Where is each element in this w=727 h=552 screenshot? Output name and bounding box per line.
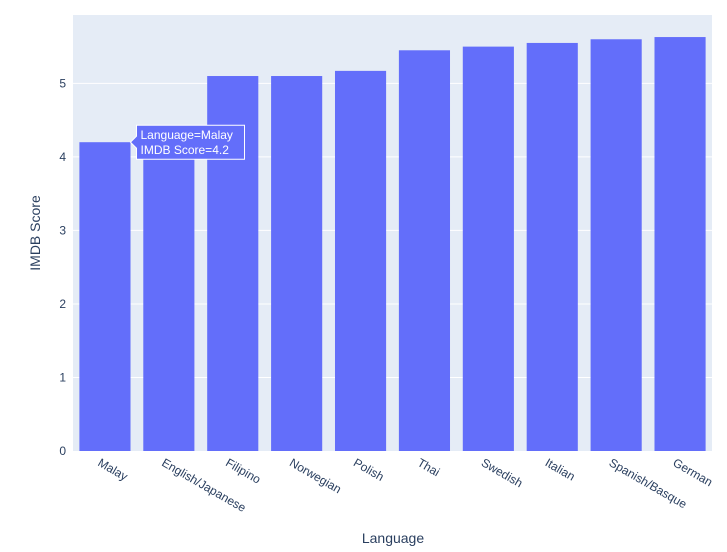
x-tick-label: Norwegian [287, 455, 344, 496]
x-tick-label: Malay [95, 455, 130, 483]
y-tick-label: 5 [59, 76, 66, 90]
bar[interactable] [526, 42, 578, 451]
x-tick-label: Italian [543, 455, 578, 483]
x-axis-title: Language [362, 530, 425, 546]
bar[interactable] [462, 46, 514, 452]
x-tick-label: Thai [415, 455, 442, 479]
x-tick-label: Filipino [223, 455, 263, 486]
y-tick-label: 2 [59, 297, 66, 311]
y-tick-label: 4 [59, 150, 66, 164]
tooltip-box [129, 124, 246, 160]
tooltip-line-language: Language=Malay [141, 128, 233, 142]
tooltip-line-score: IMDB Score=4.2 [141, 143, 230, 157]
y-tick-label: 3 [59, 223, 66, 237]
y-axis-ticks: 0 1 2 3 4 5 [59, 76, 66, 458]
y-axis-title: IMDB Score [27, 195, 43, 271]
y-tick-label: 0 [59, 444, 66, 458]
bar[interactable] [654, 37, 706, 451]
x-tick-label: Swedish [479, 455, 525, 490]
x-tick-label: German [671, 455, 716, 489]
bar[interactable] [590, 39, 642, 452]
bar[interactable] [143, 142, 195, 451]
bar[interactable] [79, 142, 131, 451]
bar[interactable] [271, 76, 323, 451]
y-tick-label: 1 [59, 370, 66, 384]
hover-tooltip: Language=Malay IMDB Score=4.2 [129, 124, 246, 160]
bars [79, 37, 706, 452]
x-tick-label: Polish [351, 455, 386, 483]
bar[interactable] [398, 50, 451, 451]
bar[interactable] [334, 70, 387, 451]
